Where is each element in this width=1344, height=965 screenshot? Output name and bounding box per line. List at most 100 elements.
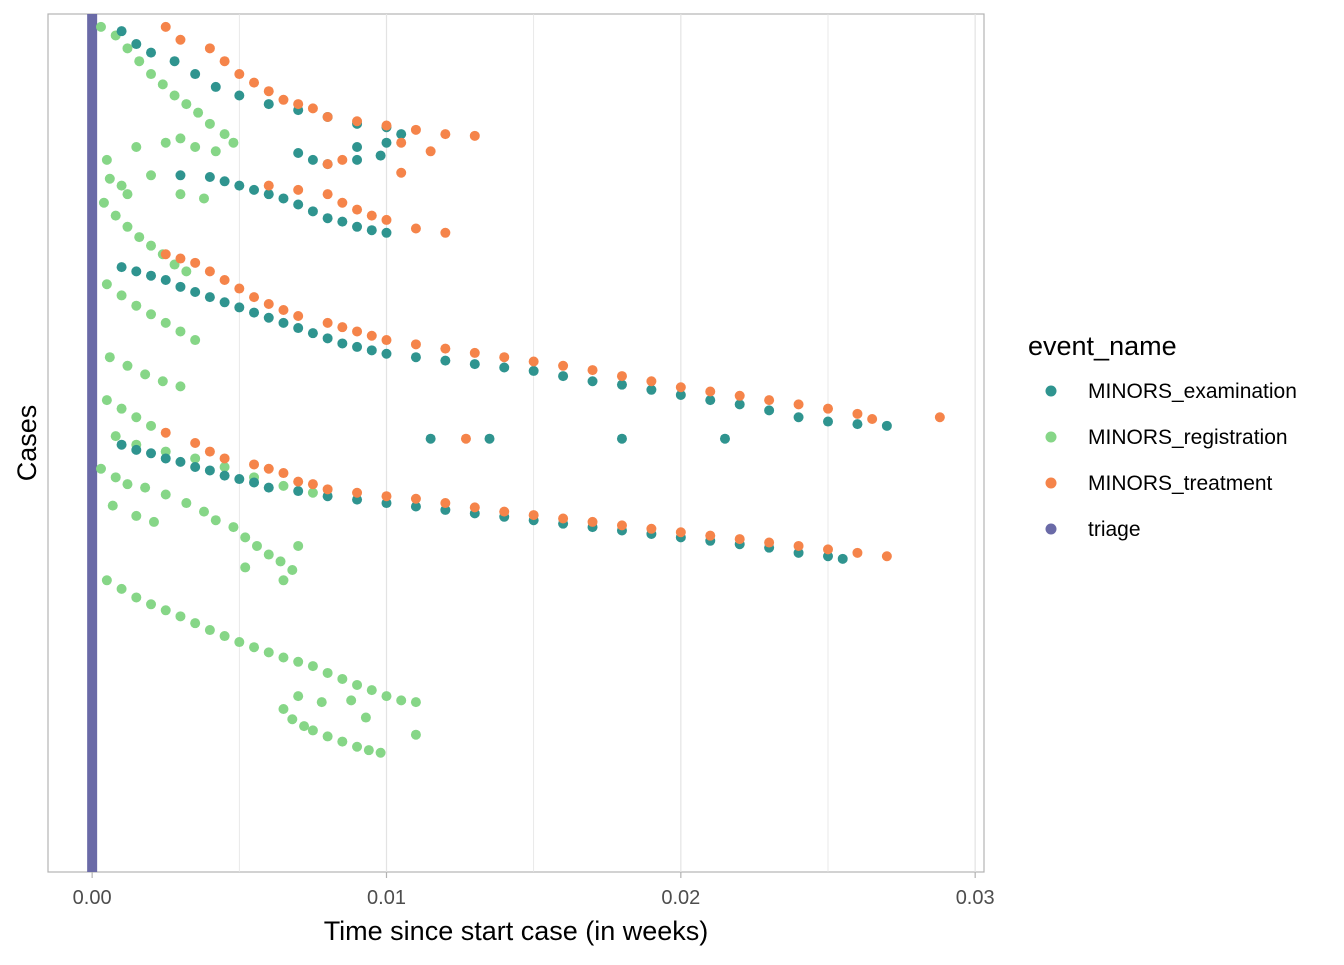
point-minors-registration: [322, 667, 333, 678]
point-minors-examination: [837, 553, 848, 564]
point-minors-treatment: [734, 534, 745, 545]
point-minors-registration: [116, 290, 127, 301]
point-minors-examination: [381, 348, 392, 359]
point-minors-examination: [616, 433, 627, 444]
point-minors-registration: [249, 642, 260, 653]
point-minors-treatment: [381, 335, 392, 346]
point-minors-examination: [705, 395, 716, 406]
point-minors-registration: [160, 317, 171, 328]
legend: event_name MINORS_examination MINORS_regi…: [1028, 331, 1297, 541]
point-minors-registration: [95, 463, 106, 474]
point-minors-registration: [146, 420, 157, 431]
point-minors-registration: [110, 472, 121, 483]
point-minors-examination: [234, 90, 245, 101]
x-tick-label: 0.02: [661, 887, 700, 909]
point-minors-treatment: [204, 43, 215, 54]
point-minors-examination: [307, 328, 318, 339]
point-minors-treatment: [322, 189, 333, 200]
point-minors-treatment: [263, 463, 274, 474]
point-minors-registration: [131, 141, 142, 152]
point-minors-treatment: [469, 130, 480, 141]
point-minors-registration: [160, 446, 171, 457]
triage-series: [87, 14, 98, 872]
point-minors-registration: [363, 745, 374, 756]
point-minors-treatment: [234, 283, 245, 294]
point-minors-examination: [234, 474, 245, 485]
point-minors-examination: [307, 206, 318, 217]
point-minors-examination: [352, 154, 363, 165]
y-axis-label: Cases: [12, 405, 42, 482]
point-minors-registration: [146, 240, 157, 251]
point-minors-examination: [366, 225, 377, 236]
point-minors-registration: [375, 747, 386, 758]
point-minors-registration: [122, 479, 133, 490]
point-minors-treatment: [190, 257, 201, 268]
point-minors-registration: [134, 232, 145, 243]
point-minors-registration: [175, 326, 186, 337]
point-minors-treatment: [587, 365, 598, 376]
point-minors-registration: [219, 129, 230, 140]
point-minors-treatment: [337, 197, 348, 208]
point-minors-examination: [263, 482, 274, 493]
point-minors-registration: [251, 540, 262, 551]
point-minors-registration: [366, 685, 377, 696]
point-minors-treatment: [587, 516, 598, 527]
point-minors-registration: [346, 695, 357, 706]
point-minors-treatment: [852, 408, 863, 419]
point-minors-examination: [558, 371, 569, 382]
point-minors-treatment: [322, 317, 333, 328]
point-minors-examination: [190, 286, 201, 297]
point-minors-examination: [249, 477, 260, 488]
point-minors-treatment: [204, 266, 215, 277]
point-minors-registration: [181, 99, 192, 110]
point-minors-treatment: [881, 551, 892, 562]
point-minors-registration: [107, 500, 118, 511]
point-minors-registration: [104, 352, 115, 363]
point-minors-examination: [764, 405, 775, 416]
legend-key-minors-examination: [1045, 385, 1057, 397]
point-minors-registration: [146, 69, 157, 80]
point-minors-treatment: [734, 390, 745, 401]
point-minors-examination: [793, 412, 804, 423]
point-minors-examination: [440, 355, 451, 366]
point-minors-registration: [134, 56, 145, 67]
point-minors-treatment: [293, 99, 304, 110]
point-minors-treatment: [263, 86, 274, 97]
point-minors-registration: [278, 480, 289, 491]
point-minors-registration: [181, 266, 192, 277]
point-minors-treatment: [646, 523, 657, 534]
point-minors-registration: [140, 369, 151, 380]
point-minors-examination: [352, 341, 363, 352]
point-minors-registration: [299, 721, 310, 732]
point-minors-registration: [190, 141, 201, 152]
point-minors-examination: [219, 470, 230, 481]
point-minors-registration: [219, 631, 230, 642]
point-minors-registration: [287, 714, 298, 725]
point-minors-registration: [352, 679, 363, 690]
point-minors-registration: [160, 137, 171, 148]
point-minors-examination: [616, 379, 627, 390]
point-minors-examination: [175, 456, 186, 467]
point-minors-treatment: [410, 124, 421, 135]
point-minors-registration: [360, 712, 371, 723]
point-minors-registration: [219, 462, 230, 473]
point-minors-examination: [352, 494, 363, 505]
point-minors-treatment: [823, 544, 833, 555]
point-minors-registration: [190, 618, 201, 629]
point-minors-examination: [337, 338, 348, 349]
point-minors-treatment: [366, 330, 377, 341]
point-minors-treatment: [160, 21, 171, 32]
point-minors-registration: [293, 540, 304, 551]
point-minors-examination: [293, 323, 304, 334]
point-minors-registration: [131, 412, 142, 423]
point-minors-treatment: [293, 184, 304, 195]
legend-key-minors-treatment: [1045, 477, 1057, 489]
legend-label: MINORS_examination: [1088, 380, 1297, 403]
point-minors-examination: [160, 274, 171, 285]
point-minors-treatment: [616, 371, 627, 382]
point-minors-registration: [190, 453, 201, 464]
point-minors-registration: [181, 498, 192, 509]
point-minors-examination: [249, 307, 260, 318]
point-minors-treatment: [278, 94, 289, 105]
